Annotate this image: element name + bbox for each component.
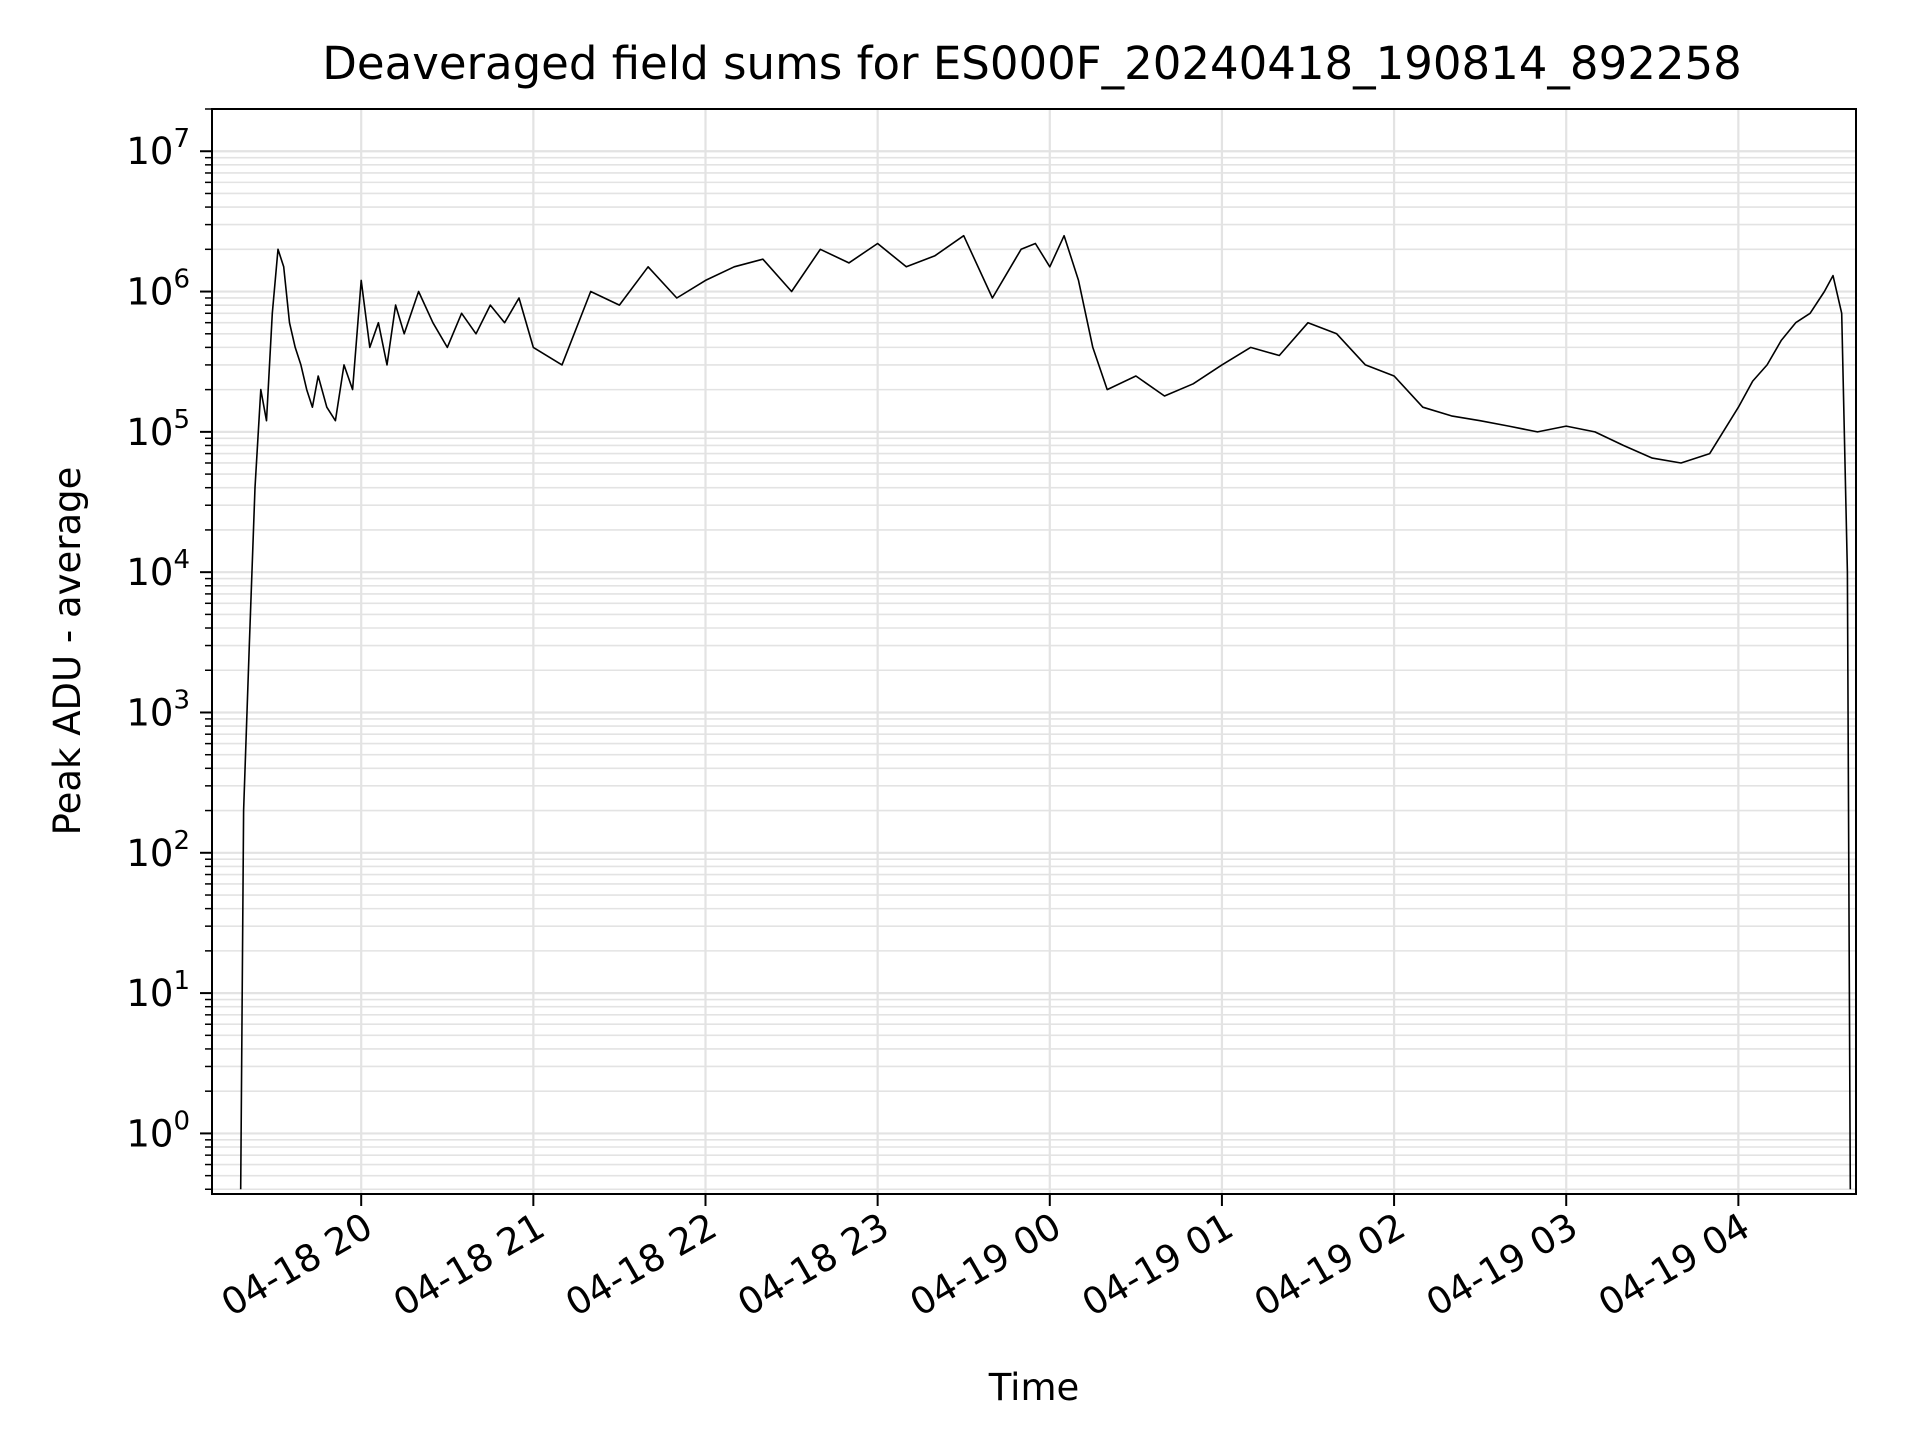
y-tick-label: 102 [126,826,190,875]
x-tick-label: 04-18 22 [558,1205,724,1325]
y-tick-label: 105 [126,405,190,454]
x-tick-label: 04-18 23 [731,1205,897,1325]
x-tick-label: 04-18 20 [214,1205,380,1325]
y-tick-label: 101 [126,966,190,1015]
x-axis-label: Time [988,1366,1080,1409]
chart-title: Deaveraged field sums for ES000F_2024041… [322,37,1741,90]
y-tick-label: 103 [126,685,190,734]
y-axis-label: Peak ADU - average [46,467,89,836]
x-tick-label: 04-19 04 [1591,1205,1757,1325]
y-tick-label: 107 [126,124,190,173]
x-tick-label: 04-19 00 [903,1205,1069,1325]
y-tick-label: 104 [126,545,190,594]
y-axis: 100 101 102 103 104 105 106 107 [126,108,212,1190]
x-tick-label: 04-19 01 [1075,1205,1241,1325]
plot-area [239,234,1852,1190]
x-tick-label: 04-18 21 [386,1205,552,1325]
x-tick-label: 04-19 03 [1419,1205,1585,1325]
x-axis: 04-18 20 04-18 21 04-18 22 04-18 23 04-19 00… [214,1194,1757,1325]
x-tick-label: 04-19 02 [1247,1205,1413,1325]
y-tick-label: 100 [126,1106,190,1155]
plot-frame [211,108,1857,1195]
grid [212,108,1856,1194]
y-tick-label: 106 [126,265,190,314]
series-line [239,234,1852,1190]
